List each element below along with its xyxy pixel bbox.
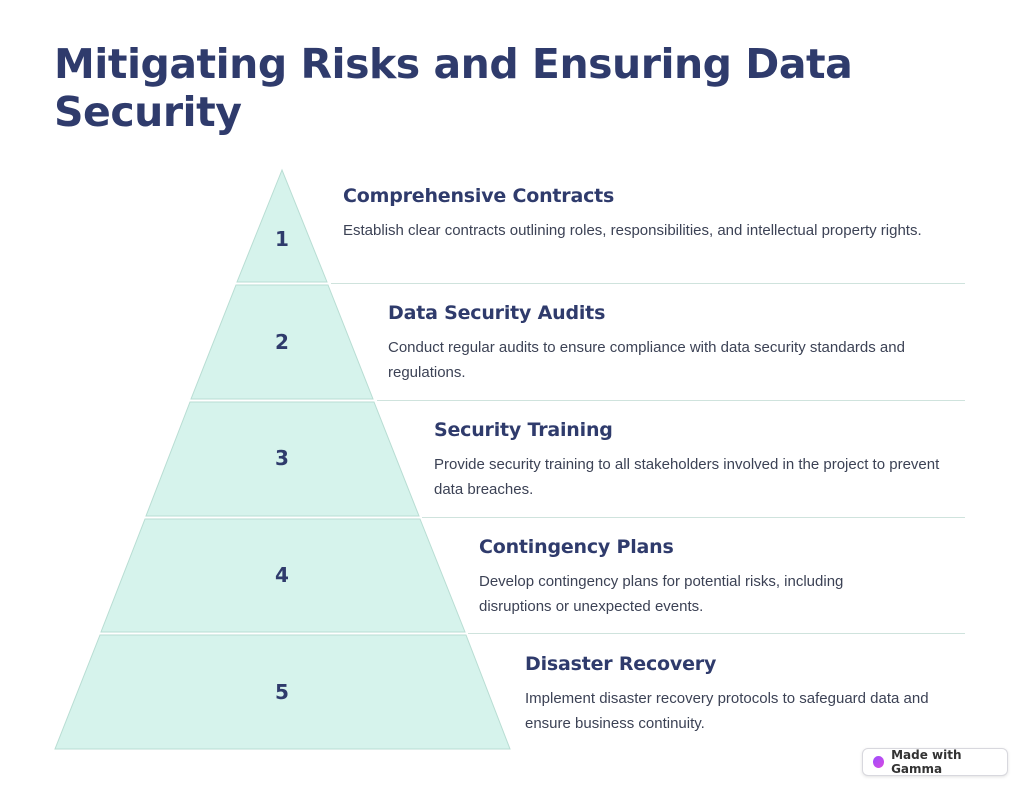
divider [468, 633, 965, 634]
tier-3-description: Security Training Provide security train… [434, 418, 944, 502]
divider [377, 400, 965, 401]
divider [422, 517, 965, 518]
tier-number-4: 4 [275, 563, 289, 587]
page-title: Mitigating Risks and Ensuring Data Secur… [54, 40, 853, 136]
divider [331, 283, 965, 284]
pyramid-tier-3: 3 [145, 401, 420, 517]
gamma-logo-icon [873, 756, 885, 768]
tier-number-1: 1 [275, 227, 289, 251]
tier-4-description: Contingency Plans Develop contingency pl… [479, 535, 899, 619]
tier-heading: Disaster Recovery [525, 653, 717, 675]
tier-heading: Contingency Plans [479, 536, 674, 558]
tier-heading: Comprehensive Contracts [343, 185, 615, 207]
tier-text: Provide security training to all stakeho… [434, 456, 940, 498]
tier-2-description: Data Security Audits Conduct regular aud… [388, 301, 958, 385]
tier-text: Implement disaster recovery protocols to… [525, 690, 929, 732]
pyramid-tier-1: 1 [236, 168, 328, 283]
tier-1-description: Comprehensive Contracts Establish clear … [343, 184, 943, 243]
pyramid-tier-2: 2 [190, 284, 374, 400]
pyramid-tier-4: 4 [100, 518, 466, 633]
tier-text: Establish clear contracts outlining role… [343, 222, 922, 239]
tier-text: Develop contingency plans for potential … [479, 573, 844, 615]
tier-text: Conduct regular audits to ensure complia… [388, 339, 905, 381]
tier-5-description: Disaster Recovery Implement disaster rec… [525, 652, 955, 736]
pyramid-tier-5: 5 [54, 634, 511, 750]
tier-heading: Security Training [434, 419, 613, 441]
tier-number-5: 5 [275, 680, 289, 704]
made-with-gamma-badge[interactable]: Made with Gamma [862, 748, 1008, 776]
badge-label: Made with Gamma [891, 748, 962, 776]
tier-number-3: 3 [275, 446, 289, 470]
tier-heading: Data Security Audits [388, 302, 606, 324]
tier-number-2: 2 [275, 330, 289, 354]
